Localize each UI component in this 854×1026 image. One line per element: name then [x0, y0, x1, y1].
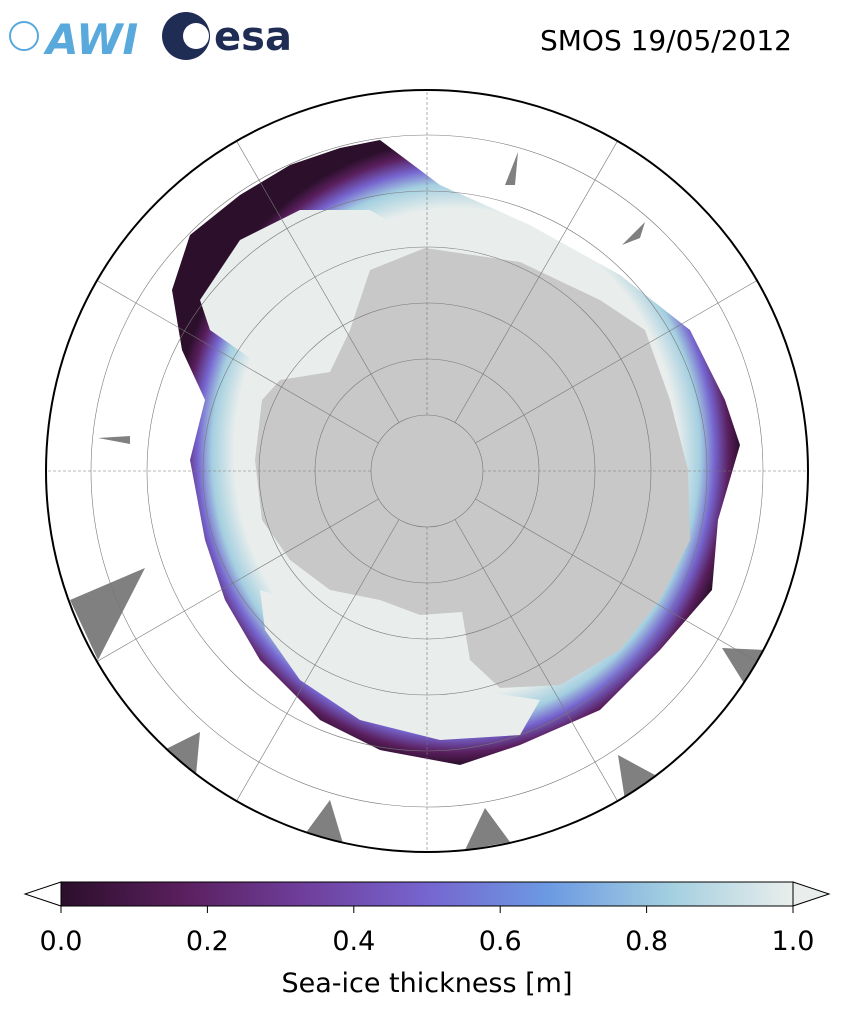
meridian [454, 519, 619, 802]
meridian [475, 279, 758, 444]
meridian [475, 498, 758, 663]
logo-text: esa [214, 14, 292, 60]
esa-logo: esa [162, 12, 292, 60]
colorbar-extend-high [792, 881, 831, 907]
awi-logo: AWI [9, 15, 138, 64]
colorbar: 0.0 0.2 0.4 0.6 0.8 1.0 [23, 881, 831, 957]
colorbar-tick-label: 0.6 [479, 926, 522, 957]
map-boundary [45, 89, 809, 853]
map [46, 90, 808, 852]
ross-ice [260, 590, 540, 740]
colorbar-bar [60, 881, 794, 907]
colorbar-extend-low [23, 881, 62, 907]
colorbar-tick-label: 0.8 [625, 926, 668, 957]
colorbar-tick-label: 1.0 [772, 926, 815, 957]
meridian [454, 140, 619, 423]
colorbar-label: Sea-ice thickness [m] [281, 968, 572, 999]
logo-text: AWI [43, 15, 138, 64]
meridian [235, 519, 400, 802]
graticule [46, 90, 808, 852]
colorbar-tick-label: 0.0 [40, 926, 83, 957]
colorbar-tick-label: 0.2 [186, 926, 229, 957]
map-title: SMOS 19/05/2012 [540, 24, 792, 57]
meridian [96, 279, 379, 444]
latitude-circle [146, 190, 708, 752]
meridian [235, 140, 400, 423]
weddell-ice [200, 210, 420, 380]
meridian [96, 498, 379, 663]
antarctica [255, 248, 690, 688]
colorbar-tick-label: 0.4 [332, 926, 375, 957]
